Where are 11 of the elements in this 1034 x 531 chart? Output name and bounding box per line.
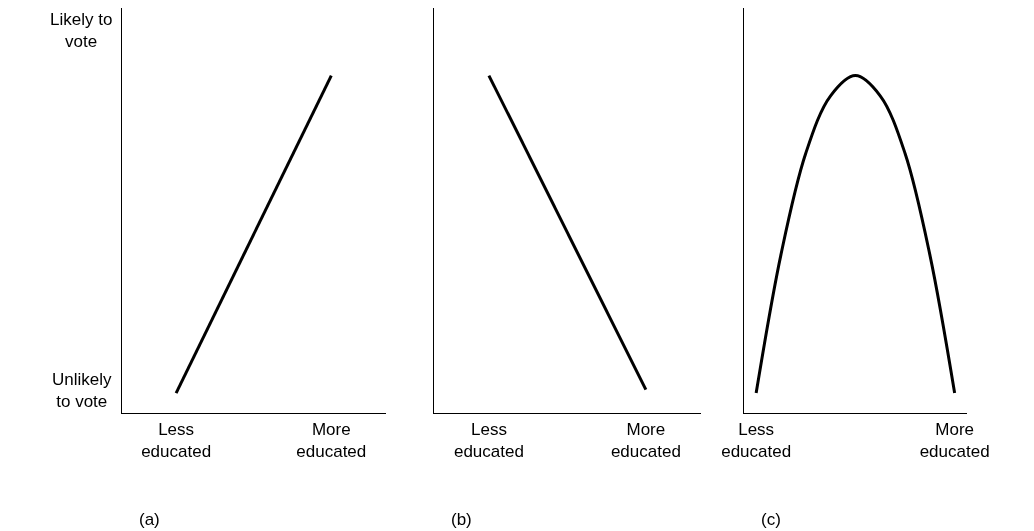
x-tick-label: More educated bbox=[919, 419, 990, 461]
x-tick-label: More educated bbox=[610, 419, 681, 461]
text: (a) bbox=[139, 510, 160, 529]
text: (c) bbox=[761, 510, 781, 529]
x-tick-label: Less educated bbox=[721, 419, 792, 461]
text: Likely to vote bbox=[50, 10, 113, 52]
x-tick-label: Less educated bbox=[453, 419, 524, 461]
x-tick-label: Less educated bbox=[141, 419, 212, 461]
text: (b) bbox=[451, 510, 472, 529]
x-tick-label: More educated bbox=[296, 419, 367, 461]
text: Unlikely to vote bbox=[52, 370, 113, 412]
